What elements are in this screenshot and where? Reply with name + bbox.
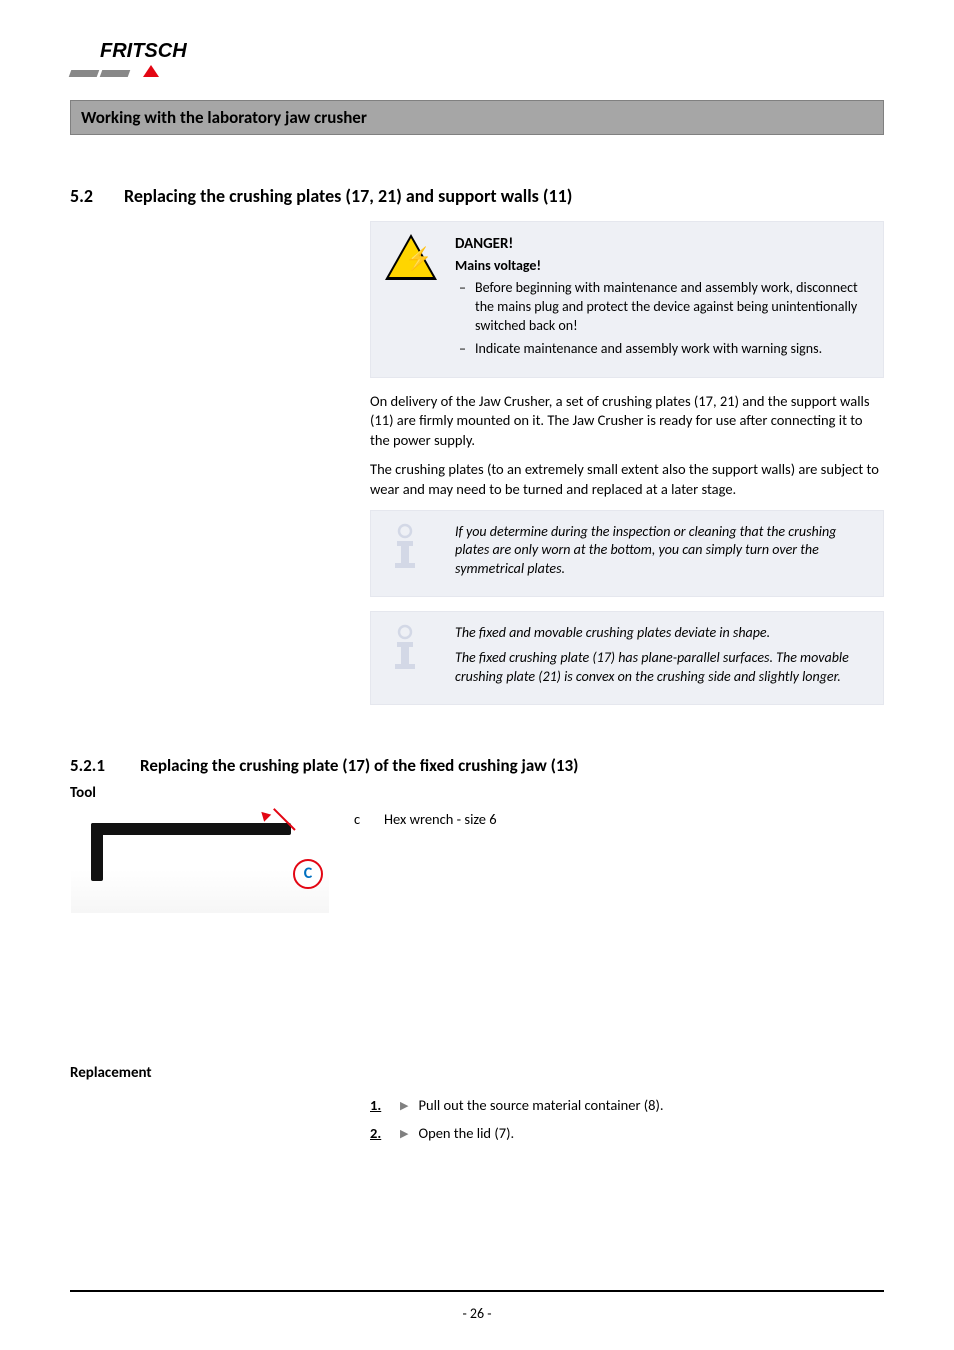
danger-icon: ⚡ bbox=[385, 234, 441, 363]
logo-text: FRITSCH bbox=[100, 40, 187, 63]
section-banner: Working with the laboratory jaw crusher bbox=[70, 100, 884, 135]
danger-list: Before beginning with maintenance and as… bbox=[455, 279, 869, 359]
body-paragraph: The crushing plates (to an extremely sma… bbox=[370, 460, 884, 499]
danger-subtitle: Mains voltage! bbox=[455, 257, 869, 276]
tool-caption: c Hex wrench - size 6 bbox=[354, 810, 497, 828]
step-arrow-icon: ▶ bbox=[400, 1127, 408, 1140]
info-icon bbox=[385, 624, 441, 690]
tool-label: Tool bbox=[70, 784, 884, 802]
step-number: 1. bbox=[370, 1096, 390, 1114]
tool-row: C c Hex wrench - size 6 bbox=[70, 804, 884, 914]
step-text: Open the lid (7). bbox=[418, 1124, 514, 1142]
callout-letter-c: C bbox=[293, 859, 323, 889]
subheading-number: 5.2.1 bbox=[70, 755, 120, 776]
danger-title: DANGER! bbox=[455, 234, 869, 254]
heading-5-2-1: 5.2.1 Replacing the crushing plate (17) … bbox=[70, 755, 884, 776]
logo-bars bbox=[70, 65, 187, 77]
danger-item: Indicate maintenance and assembly work w… bbox=[455, 340, 869, 359]
danger-item: Before beginning with maintenance and as… bbox=[455, 279, 869, 336]
logo: FRITSCH bbox=[70, 40, 884, 82]
step-arrow-icon: ▶ bbox=[400, 1099, 408, 1112]
step-2: 2. ▶ Open the lid (7). bbox=[370, 1124, 884, 1142]
page-number: - 26 - bbox=[0, 1305, 954, 1322]
danger-callout: ⚡ DANGER! Mains voltage! Before beginnin… bbox=[370, 221, 884, 378]
footer-rule bbox=[70, 1290, 884, 1292]
step-text: Pull out the source material container (… bbox=[418, 1096, 663, 1114]
info-text-line1: The fixed and movable crushing plates de… bbox=[455, 624, 869, 643]
info-text: If you determine during the inspection o… bbox=[455, 523, 869, 580]
subheading-title: Replacing the crushing plate (17) of the… bbox=[140, 755, 884, 776]
logo-graphic: FRITSCH bbox=[70, 40, 187, 77]
step-1: 1. ▶ Pull out the source material contai… bbox=[370, 1096, 884, 1114]
info-callout-2: The fixed and movable crushing plates de… bbox=[370, 611, 884, 705]
info-icon bbox=[385, 523, 441, 583]
step-number: 2. bbox=[370, 1124, 390, 1142]
replacement-label: Replacement bbox=[70, 1064, 884, 1082]
steps-list: 1. ▶ Pull out the source material contai… bbox=[370, 1096, 884, 1142]
body-paragraph: On delivery of the Jaw Crusher, a set of… bbox=[370, 392, 884, 451]
heading-number: 5.2 bbox=[70, 185, 104, 207]
logo-triangle-icon bbox=[143, 65, 159, 77]
tool-key: c bbox=[354, 810, 368, 828]
hex-wrench-icon bbox=[91, 823, 291, 883]
heading-title: Replacing the crushing plates (17, 21) a… bbox=[124, 185, 884, 207]
info-text-line2: The fixed crushing plate (17) has plane-… bbox=[455, 649, 869, 687]
tool-image: C bbox=[70, 804, 330, 914]
heading-5-2: 5.2 Replacing the crushing plates (17, 2… bbox=[70, 185, 884, 207]
tool-desc: Hex wrench - size 6 bbox=[384, 810, 497, 828]
info-callout-1: If you determine during the inspection o… bbox=[370, 510, 884, 598]
